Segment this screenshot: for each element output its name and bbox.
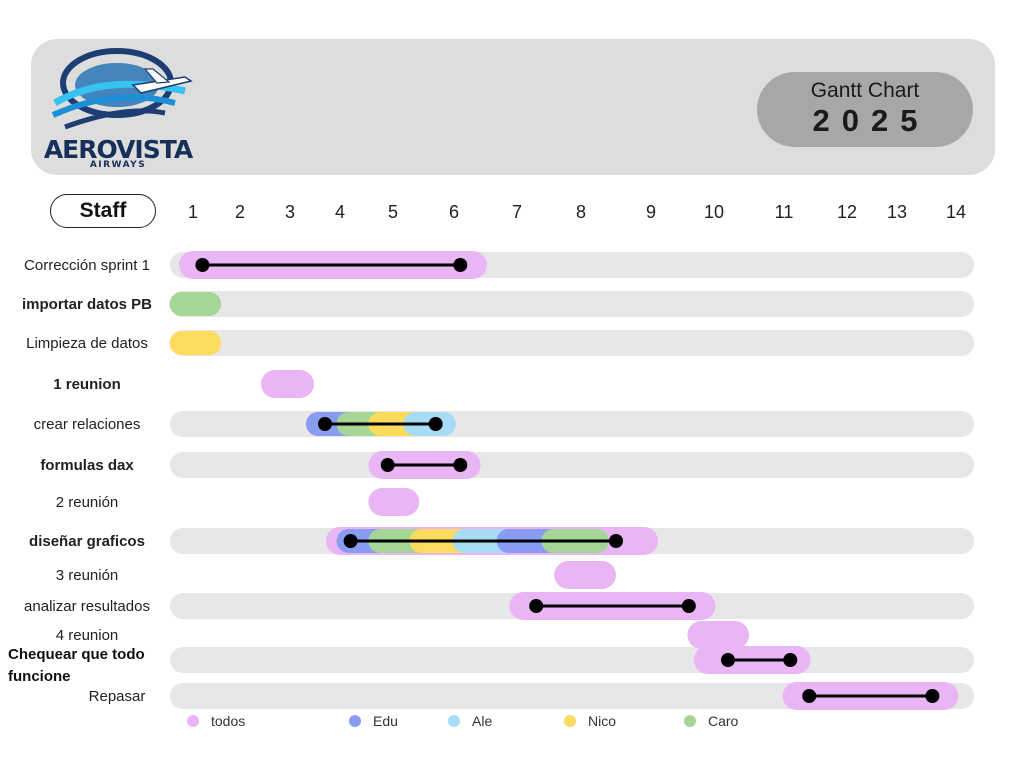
milestone-end-dot xyxy=(453,458,468,472)
column-label-5: 5 xyxy=(388,202,398,222)
chart-title: Gantt Chart xyxy=(810,79,920,102)
column-label-7: 7 xyxy=(512,202,522,222)
logo-subtitle: AIRWAYS xyxy=(89,160,147,170)
column-label-11: 11 xyxy=(775,202,794,222)
legend-label-todos: todos xyxy=(211,713,245,729)
milestone-start-dot xyxy=(380,458,395,472)
task-track xyxy=(170,411,974,437)
milestone-end-dot xyxy=(925,689,940,703)
task-label: importar datos PB xyxy=(22,296,152,313)
legend-label-ale: Ale xyxy=(472,713,492,729)
column-label-3: 3 xyxy=(285,202,295,222)
column-label-1: 1 xyxy=(188,202,198,222)
milestone-start-dot xyxy=(802,689,817,703)
milestone-start-dot xyxy=(721,653,735,667)
task-track xyxy=(170,452,974,478)
task-bar-caro[interactable] xyxy=(169,292,222,316)
milestone-end-dot xyxy=(609,534,623,548)
column-label-10: 10 xyxy=(704,202,724,222)
column-label-12: 12 xyxy=(837,202,857,222)
task-bar-nico[interactable] xyxy=(169,331,222,355)
task-label: analizar resultados xyxy=(24,598,150,615)
task-label: 4 reunion xyxy=(56,627,119,644)
title-badge: Gantt Chart 2025 xyxy=(757,72,973,147)
legend-swatch-nico xyxy=(564,715,576,727)
column-label-14: 14 xyxy=(946,202,966,222)
header-banner: AEROVISTA AIRWAYS Gantt Chart 2025 xyxy=(31,39,995,175)
task-label: crear relaciones xyxy=(34,416,141,433)
legend-label-nico: Nico xyxy=(588,713,616,729)
milestone-start-dot xyxy=(343,534,358,548)
column-label-9: 9 xyxy=(646,202,656,222)
task-track xyxy=(170,291,974,317)
task-label: 2 reunión xyxy=(56,494,119,511)
column-label-4: 4 xyxy=(335,202,345,222)
legend-label-caro: Caro xyxy=(708,713,739,729)
task-label: 3 reunión xyxy=(56,567,119,584)
task-label: diseñar graficos xyxy=(29,533,145,550)
task-bar-todos[interactable] xyxy=(687,621,749,649)
staff-label: Staff xyxy=(50,194,156,228)
milestone-end-dot xyxy=(453,258,468,272)
logo-name: AEROVISTA xyxy=(43,135,193,164)
task-bar-todos[interactable] xyxy=(554,561,616,589)
task-label: Chequear que todo funcione xyxy=(8,646,145,685)
column-label-13: 13 xyxy=(887,202,907,222)
task-label: 1 reunion xyxy=(53,376,121,393)
legend-swatch-edu xyxy=(349,715,361,727)
task-track xyxy=(170,330,974,356)
task-bar-todos[interactable] xyxy=(368,488,420,516)
legend-swatch-todos xyxy=(187,715,199,727)
aerovista-logo xyxy=(51,48,193,130)
task-label: Limpieza de datos xyxy=(26,335,148,352)
legend-swatch-caro xyxy=(684,715,696,727)
milestone-end-dot xyxy=(783,653,798,667)
task-bar-todos[interactable] xyxy=(261,370,314,398)
task-track xyxy=(170,647,974,673)
legend-swatch-ale xyxy=(448,715,460,727)
task-label: Repasar xyxy=(89,688,146,705)
legend-label-edu: Edu xyxy=(373,713,398,729)
milestone-start-dot xyxy=(318,417,332,431)
milestone-start-dot xyxy=(195,258,210,272)
column-label-2: 2 xyxy=(235,202,245,222)
column-label-8: 8 xyxy=(576,202,586,222)
task-track xyxy=(170,683,974,709)
column-label-6: 6 xyxy=(449,202,459,222)
milestone-end-dot xyxy=(428,417,443,431)
task-label: formulas dax xyxy=(40,457,134,474)
milestone-end-dot xyxy=(681,599,696,613)
milestone-start-dot xyxy=(529,599,544,613)
chart-year: 2025 xyxy=(812,103,930,138)
task-label: Corrección sprint 1 xyxy=(24,257,150,274)
